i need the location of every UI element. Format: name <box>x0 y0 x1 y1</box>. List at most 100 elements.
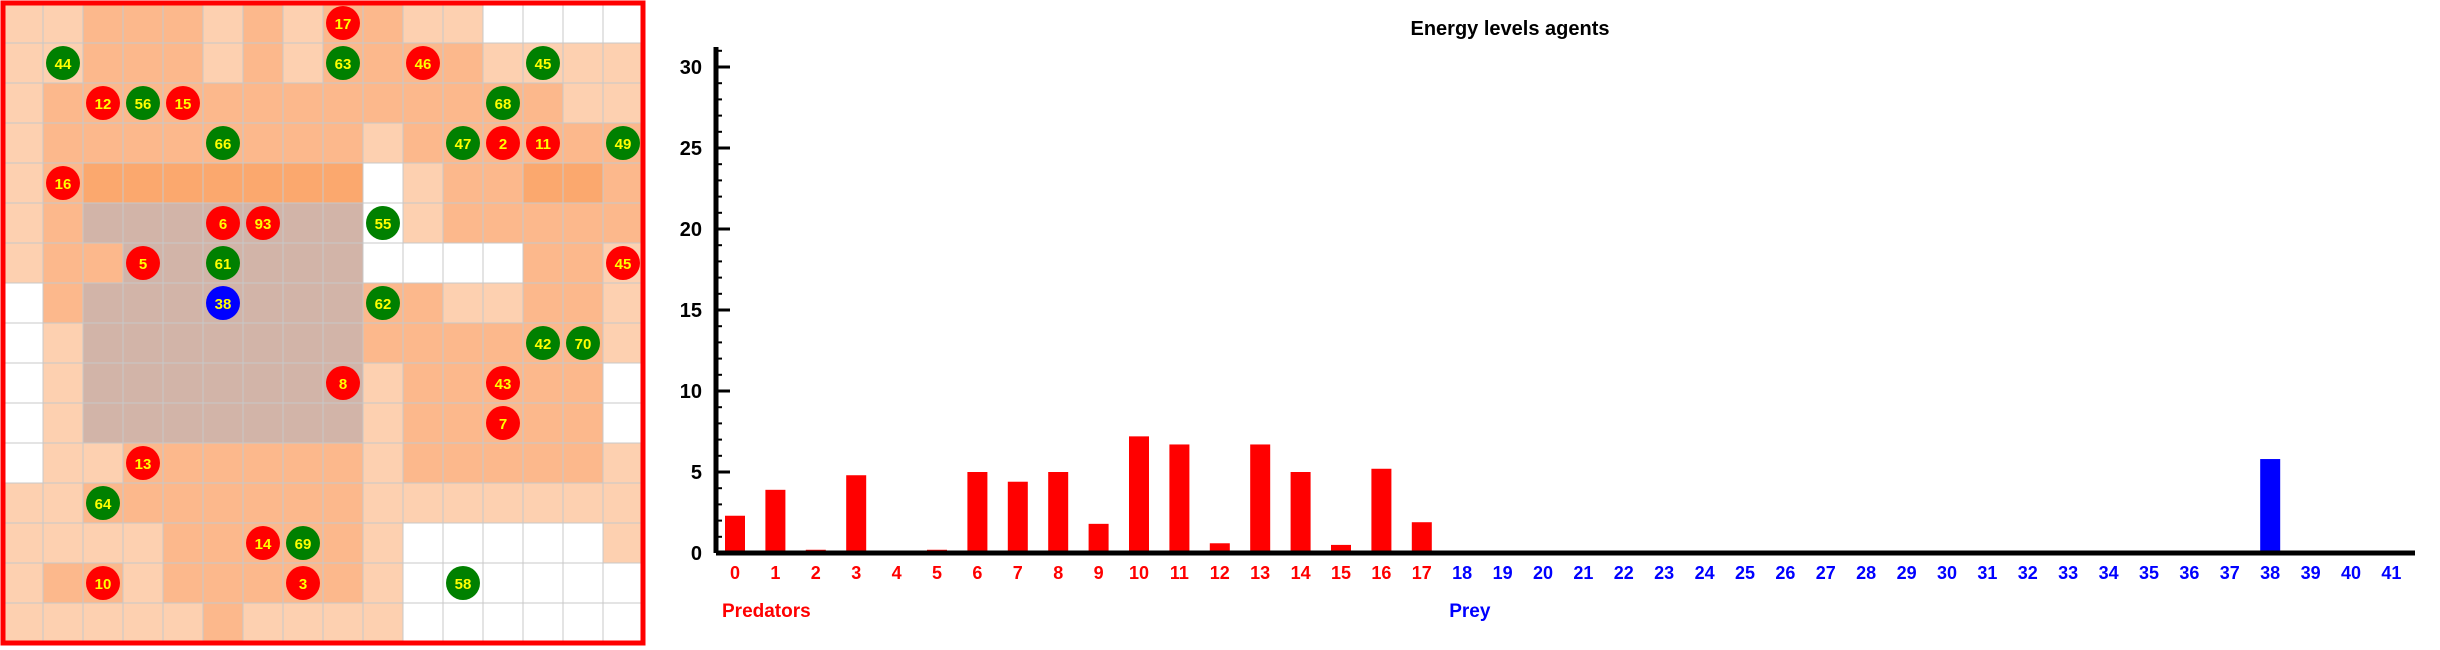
grid-cell <box>202 482 244 524</box>
grid-cell <box>322 202 364 244</box>
grid-cell <box>362 122 404 164</box>
grid-cell <box>202 82 244 124</box>
x-tick-label: 8 <box>1053 563 1063 583</box>
grid-cell <box>162 162 204 204</box>
grid-cell <box>42 362 84 404</box>
prey-agent: 44 <box>46 46 80 80</box>
agent-label: 12 <box>95 96 112 113</box>
agent-marker <box>206 206 240 240</box>
grid-cell <box>322 242 364 284</box>
grid-cell <box>562 122 604 164</box>
grid-cell <box>522 2 564 44</box>
agent-label: 3 <box>299 576 307 593</box>
grid-cell <box>482 162 524 204</box>
grid-cell <box>602 82 644 124</box>
grid-cell <box>282 162 324 204</box>
grid-cell <box>82 282 124 324</box>
agent-marker <box>606 246 640 280</box>
grid-cell <box>162 562 204 604</box>
x-tick-label: 27 <box>1816 563 1836 583</box>
agent-label: 49 <box>615 136 632 153</box>
grid-cell <box>402 562 444 604</box>
grid-cell <box>162 442 204 484</box>
agent-marker <box>166 86 200 120</box>
grid-cell <box>442 522 484 564</box>
grid-cell <box>442 42 484 84</box>
grid-cell <box>442 242 484 284</box>
x-tick-label: 37 <box>2220 563 2240 583</box>
x-tick-label: 14 <box>1291 563 1311 583</box>
grid-cell <box>562 282 604 324</box>
agent-label: 14 <box>255 536 272 553</box>
x-tick-label: 39 <box>2301 563 2321 583</box>
agent-label: 5 <box>139 256 147 273</box>
grid-cell <box>322 442 364 484</box>
grid-cell <box>242 362 284 404</box>
grid-cell <box>122 122 164 164</box>
agent-label: 61 <box>215 256 232 273</box>
x-tick-label: 33 <box>2058 563 2078 583</box>
grid-cell <box>82 2 124 44</box>
grid-cell <box>442 82 484 124</box>
x-tick-label: 30 <box>1937 563 1957 583</box>
agent-label: 93 <box>255 216 272 233</box>
group-label-prey: Prey <box>1449 601 1491 622</box>
grid-cell <box>602 162 644 204</box>
agent-label: 45 <box>535 56 552 73</box>
x-tick-label: 23 <box>1654 563 1674 583</box>
grid-cell <box>482 442 524 484</box>
agent-label: 56 <box>135 96 152 113</box>
grid-cell <box>602 562 644 604</box>
grid-cell <box>602 602 644 644</box>
grid-cell <box>602 322 644 364</box>
x-tick-label: 36 <box>2179 563 2199 583</box>
grid-cell <box>362 42 404 84</box>
grid-cell <box>282 82 324 124</box>
grid-cell <box>322 322 364 364</box>
predator-agent: 43 <box>486 366 520 400</box>
prey-agent: 69 <box>286 526 320 560</box>
grid-cell <box>162 282 204 324</box>
prey-agent: 49 <box>606 126 640 160</box>
bar-agent-15 <box>1331 544 1351 553</box>
grid-cell <box>522 562 564 604</box>
x-tick-label: 15 <box>1331 563 1351 583</box>
agent-marker <box>326 6 360 40</box>
x-tick-label: 25 <box>1735 563 1755 583</box>
group-label-predators: Predators <box>722 601 811 622</box>
agent-marker <box>286 526 320 560</box>
grid-cell <box>322 602 364 644</box>
predator-agent: 46 <box>406 46 440 80</box>
agent-label: 66 <box>215 136 232 153</box>
agent-marker <box>486 366 520 400</box>
agent-marker <box>526 46 560 80</box>
grid-cell <box>362 322 404 364</box>
prey-agent: 70 <box>566 326 600 360</box>
prey-agent: 62 <box>366 286 400 320</box>
grid-cell <box>402 162 444 204</box>
grid-cell <box>82 242 124 284</box>
agent-label: 11 <box>535 136 551 153</box>
grid-cell <box>602 2 644 44</box>
grid-cell <box>562 402 604 444</box>
x-tick-label: 13 <box>1250 563 1270 583</box>
x-tick-label: 12 <box>1210 563 1230 583</box>
agent-label: 42 <box>535 336 552 353</box>
agent-marker <box>326 366 360 400</box>
grid-cell <box>42 402 84 444</box>
x-tick-label: 40 <box>2341 563 2361 583</box>
grid-cell <box>322 82 364 124</box>
grid-cell <box>402 522 444 564</box>
grid-cell <box>442 162 484 204</box>
grid-cell <box>522 442 564 484</box>
agent-label: 62 <box>375 296 392 313</box>
grid-cell <box>602 442 644 484</box>
grid-cell <box>522 402 564 444</box>
bar-agent-12 <box>1209 543 1230 553</box>
grid-cell <box>2 562 44 604</box>
grid-cell <box>362 362 404 404</box>
prey-agent: 61 <box>206 246 240 280</box>
agent-marker <box>486 86 520 120</box>
